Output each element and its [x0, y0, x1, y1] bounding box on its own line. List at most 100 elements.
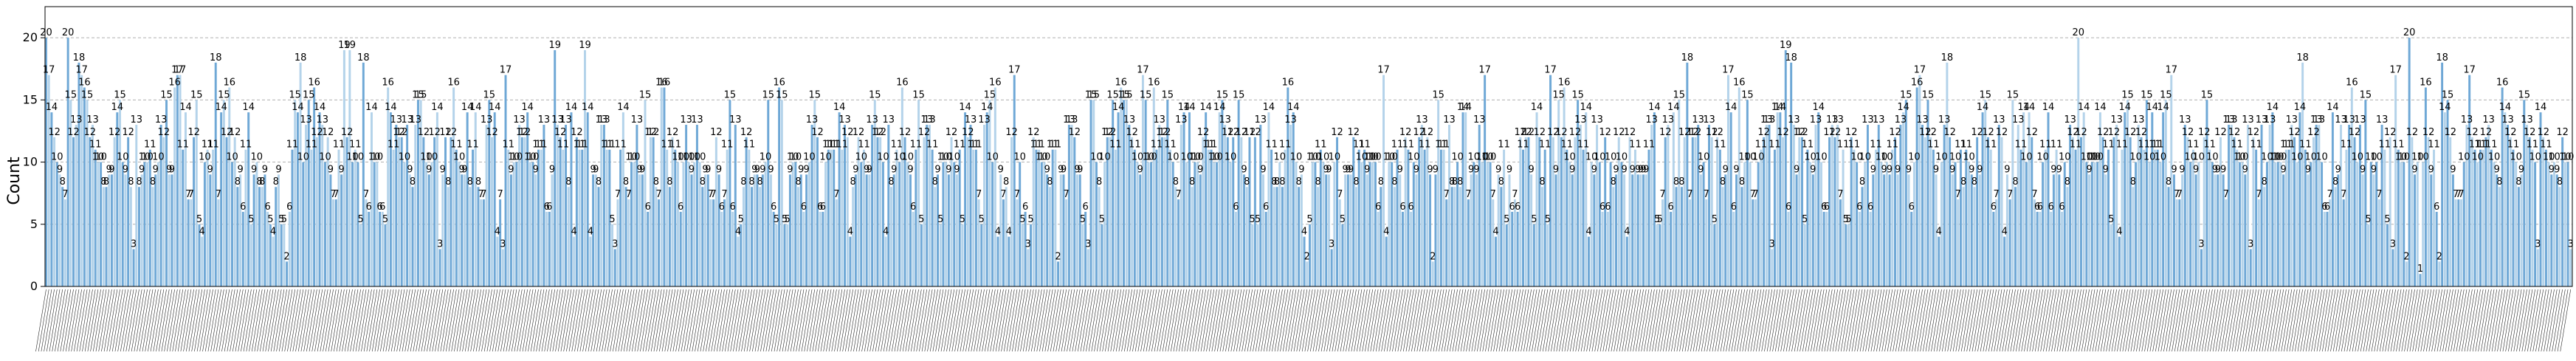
bar-value-label: 10 [2559, 152, 2572, 163]
x-tick-label-mark [1455, 289, 1466, 352]
bar [2260, 125, 2263, 286]
bar-value-label: 10 [2562, 152, 2575, 163]
x-tick-label-mark [1299, 289, 1310, 352]
bar-value-label: 5 [278, 214, 284, 225]
bar [1959, 149, 1962, 286]
bar-value-label: 16 [773, 77, 785, 88]
x-tick-label-mark [289, 289, 301, 352]
x-tick-label-mark [2560, 289, 2572, 352]
x-tick-label-mark [2174, 289, 2186, 352]
bar-value-label: 17 [2389, 65, 2402, 76]
bar-value-label: 12 [2228, 127, 2241, 138]
x-tick-label-mark [1033, 289, 1045, 352]
bar [1081, 224, 1084, 286]
bar [1538, 137, 1541, 286]
x-tick-label-mark [1162, 289, 1174, 352]
bar-value-label: 10 [1876, 152, 1888, 163]
bar-value-label: 12 [418, 127, 430, 138]
bar-value-label: 8 [1315, 176, 1320, 188]
bar [116, 112, 119, 286]
x-tick-label-mark [49, 289, 61, 352]
bar-value-label: 9 [153, 164, 159, 175]
bar [1962, 187, 1965, 286]
bar-value-label: 12 [1104, 127, 1117, 138]
x-tick-label-mark [385, 289, 397, 352]
bar-value-label: 13 [2256, 114, 2268, 126]
bar-value-label: 4 [270, 227, 276, 238]
bar-value-label: 9 [1794, 164, 1800, 175]
x-tick-label-mark [1430, 289, 1442, 352]
bar-value-label: 5 [1504, 214, 1509, 225]
bar [1995, 199, 1998, 286]
bar [1016, 199, 1019, 286]
bar-value-label: 6 [1667, 202, 1673, 213]
bar-value-label: 7 [333, 189, 339, 200]
bar-value-label: 7 [1993, 189, 1999, 200]
x-tick-label-mark [2073, 289, 2084, 352]
x-tick-label-mark [1704, 289, 1715, 352]
bar [2534, 162, 2537, 286]
x-tick-label-mark [314, 289, 326, 352]
bar [1803, 224, 1806, 286]
bar [2042, 162, 2045, 286]
bar-value-label: 11 [1033, 140, 1045, 151]
x-tick-label-mark [2229, 289, 2240, 352]
bar [2531, 149, 2534, 286]
bar [2219, 137, 2222, 286]
bar [999, 174, 1002, 286]
bar [2348, 125, 2351, 286]
bar [2101, 137, 2104, 286]
bar [1163, 137, 1166, 286]
x-tick-label-mark [1129, 289, 1141, 352]
x-tick-label-mark [2524, 289, 2535, 352]
x-tick-label-mark [47, 289, 58, 352]
bar-value-label: 11 [450, 140, 463, 151]
bar [2544, 149, 2547, 286]
x-tick-label-mark [1627, 289, 1639, 352]
bar [2375, 162, 2378, 286]
bar [1109, 137, 1112, 286]
x-tick-label-mark [1895, 289, 1907, 352]
x-tick-label-mark [120, 289, 131, 352]
bar-value-label: 14 [2042, 102, 2055, 113]
x-tick-label-mark [1214, 289, 1225, 352]
x-tick-label-mark [227, 289, 238, 352]
bar [2424, 87, 2427, 286]
bar [1089, 100, 1092, 286]
bar-value-label: 9 [2494, 164, 2500, 175]
bar [592, 174, 595, 286]
bar-value-label: 20 [62, 27, 75, 38]
bar [1694, 137, 1697, 286]
x-tick-label-mark [2026, 289, 2038, 352]
bar-value-label: 12 [1413, 127, 1425, 138]
bar-value-label: 5 [1531, 214, 1537, 225]
bar-value-label: 5 [738, 214, 744, 225]
x-tick-label-mark [369, 289, 380, 352]
bar-value-label: 10 [1039, 152, 1051, 163]
bar [961, 224, 964, 286]
x-tick-label-mark [632, 289, 643, 352]
x-tick-label-mark [1413, 289, 1425, 352]
bar [693, 162, 696, 286]
bar-value-label: 10 [2155, 152, 2167, 163]
bar [1904, 100, 1907, 286]
x-tick-label-mark [1113, 289, 1124, 352]
bar [892, 174, 895, 286]
bar-value-label: 13 [1662, 114, 1675, 126]
bar [1418, 137, 1421, 286]
bar-value-label: 15 [1162, 89, 1174, 100]
bar-value-label: 11 [858, 140, 870, 151]
x-tick-label-mark [1931, 289, 1942, 352]
x-tick-label-mark [1649, 289, 1661, 352]
bar-value-label: 14 [1774, 102, 1787, 113]
bar-value-label: 9 [1933, 164, 1939, 175]
bar-value-label: 12 [710, 127, 723, 138]
bar [395, 125, 398, 286]
bar [127, 137, 130, 286]
bar-value-label: 8 [932, 176, 938, 188]
bar [2252, 137, 2255, 286]
bar [1833, 137, 1836, 286]
bar [573, 236, 576, 286]
bar [2307, 174, 2310, 286]
x-tick-label-mark [869, 289, 881, 352]
